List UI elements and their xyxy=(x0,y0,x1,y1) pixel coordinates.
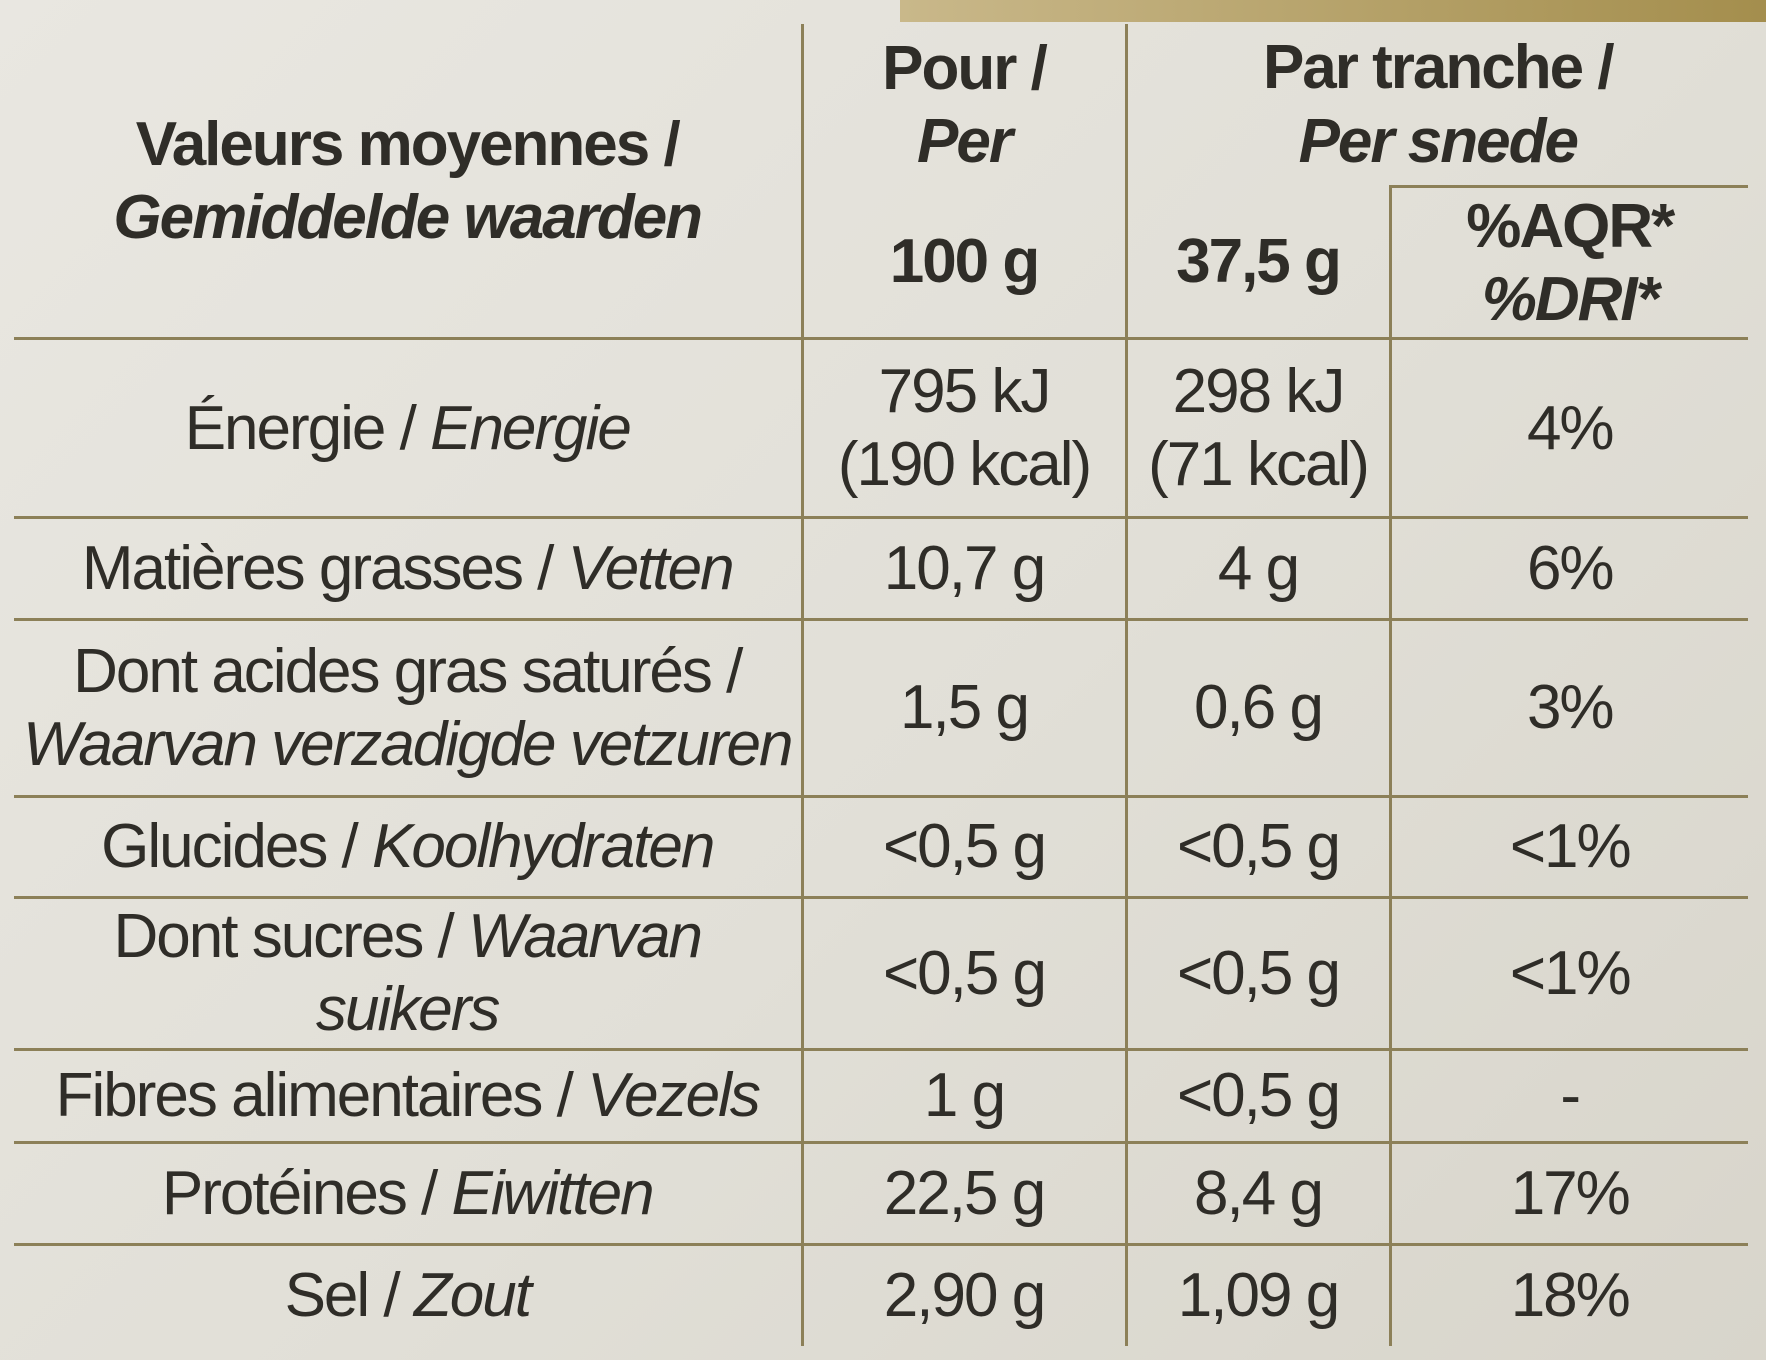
table-row: Fibres alimentaires / Vezels 1 g <0,5 g … xyxy=(14,1047,1749,1145)
header-per100: Pour / Per xyxy=(800,24,1128,187)
header-dri-line2: %DRI* xyxy=(1481,264,1660,334)
value-dri: 18% xyxy=(1388,1242,1749,1346)
table-row: Matières grasses / Vetten 10,7 g 4 g 6% xyxy=(14,516,1749,621)
nutrient-name: Matières grasses / Vetten xyxy=(14,516,804,621)
nutrient-name: Dont acides gras saturés / Waarvan verza… xyxy=(14,617,804,798)
value-per-slice: 1,09 g xyxy=(1124,1242,1392,1346)
value-dri: 4% xyxy=(1388,337,1749,520)
value-dri: 6% xyxy=(1388,516,1749,621)
nutrient-name: Protéines / Eiwitten xyxy=(14,1141,804,1246)
header-amount-row: 100 g 37,5 g %AQR* %DRI* xyxy=(14,185,1749,341)
header-slice: Par tranche / Per snede xyxy=(1124,24,1749,187)
nutrient-name: Glucides / Koolhydraten xyxy=(14,794,804,900)
header-per100-amount: 100 g xyxy=(802,186,1128,341)
value-per100: 22,5 g xyxy=(800,1141,1128,1246)
value-per100: 10,7 g xyxy=(800,516,1128,621)
value-per-slice: 298 kJ (71 kcal) xyxy=(1124,337,1392,520)
value-dri: 3% xyxy=(1388,617,1749,798)
table-row: Glucides / Koolhydraten <0,5 g <0,5 g <1… xyxy=(14,794,1749,900)
value-per100: <0,5 g xyxy=(800,794,1128,900)
value-per100: 1,5 g xyxy=(800,617,1128,798)
value-dri: <1% xyxy=(1388,794,1749,900)
value-per100: <0,5 g xyxy=(800,896,1128,1051)
value-per100: 2,90 g xyxy=(800,1242,1128,1346)
value-per-slice: 4 g xyxy=(1124,516,1392,621)
table-row: Dont sucres / Waarvan suikers <0,5 g <0,… xyxy=(14,896,1749,1051)
value-per-slice: 8,4 g xyxy=(1124,1141,1392,1246)
table-row: Sel / Zout 2,90 g 1,09 g 18% xyxy=(14,1242,1749,1346)
value-per-slice: <0,5 g xyxy=(1124,794,1392,900)
table-row: Protéines / Eiwitten 22,5 g 8,4 g 17% xyxy=(14,1141,1749,1246)
nutrient-name: Dont sucres / Waarvan suikers xyxy=(14,896,804,1051)
value-per-slice: 0,6 g xyxy=(1124,617,1392,798)
header-per100-line2: Per xyxy=(917,107,1013,177)
header-label-fr: Valeurs moyennes / xyxy=(135,109,681,179)
table-row: Dont acides gras saturés / Waarvan verza… xyxy=(14,617,1749,798)
value-dri: - xyxy=(1388,1047,1749,1145)
package-edge xyxy=(900,0,1766,22)
nutrition-table: Valeurs moyennes / Gemiddelde waarden Po… xyxy=(14,24,1749,1346)
header-slice-amount: 37,5 g xyxy=(1124,186,1392,341)
nutrient-name: Fibres alimentaires / Vezels xyxy=(14,1047,804,1145)
table-row: Énergie / Energie 795 kJ (190 kcal) 298 … xyxy=(14,337,1749,520)
value-per-slice: <0,5 g xyxy=(1124,896,1392,1051)
value-per-slice: <0,5 g xyxy=(1124,1047,1392,1145)
header-row: Valeurs moyennes / Gemiddelde waarden Po… xyxy=(14,24,1749,341)
value-dri: 17% xyxy=(1388,1141,1749,1246)
header-slice-line1: Par tranche / xyxy=(1262,33,1615,103)
header-dri-line1: %AQR* xyxy=(1466,191,1675,261)
header-label-nl: Gemiddelde waarden xyxy=(113,182,703,252)
nutrient-name: Énergie / Energie xyxy=(14,337,804,520)
header-slice-line2: Per snede xyxy=(1298,106,1579,176)
value-dri: <1% xyxy=(1388,896,1749,1051)
nutrient-name: Sel / Zout xyxy=(14,1242,804,1346)
header-per100-line1: Pour / xyxy=(882,34,1048,104)
value-per100: 795 kJ (190 kcal) xyxy=(800,337,1128,520)
value-per100: 1 g xyxy=(800,1047,1128,1145)
header-label: Valeurs moyennes / Gemiddelde waarden xyxy=(14,24,804,341)
header-dri: %AQR* %DRI* xyxy=(1388,185,1749,341)
